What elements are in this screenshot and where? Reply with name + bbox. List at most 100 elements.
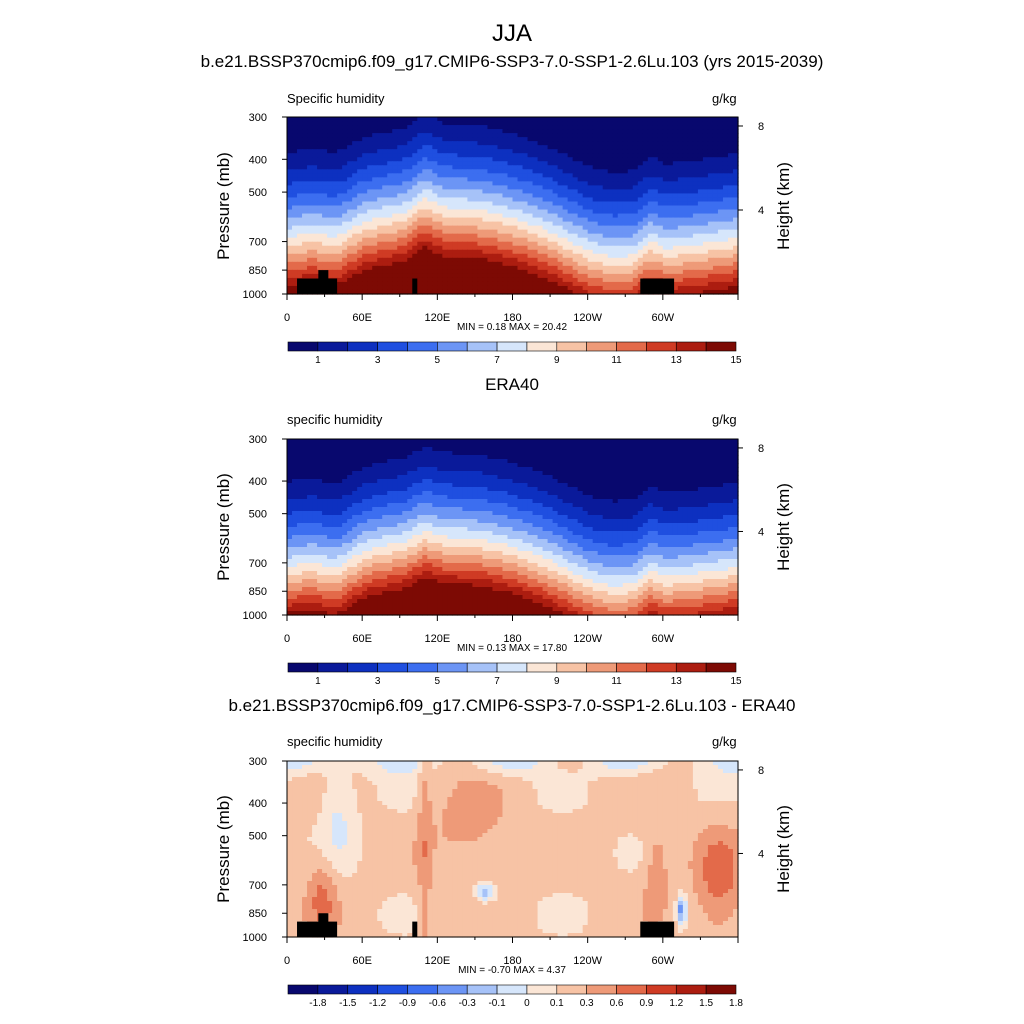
contour-cell bbox=[622, 237, 629, 243]
contour-cell bbox=[382, 129, 388, 134]
contour-cell bbox=[607, 129, 614, 134]
contour-cell bbox=[522, 213, 529, 219]
contour-cell bbox=[567, 265, 574, 271]
contour-cell bbox=[407, 253, 413, 259]
contour-cell bbox=[552, 125, 559, 130]
contour-cell bbox=[652, 225, 659, 231]
contour-cell bbox=[422, 129, 428, 134]
contour-cell bbox=[642, 117, 649, 122]
contour-cell bbox=[567, 165, 574, 170]
contour-cell bbox=[412, 257, 418, 263]
contour-cell bbox=[397, 281, 403, 287]
contour-cell bbox=[647, 245, 654, 251]
contour-cell bbox=[497, 229, 504, 235]
contour-cell bbox=[497, 241, 504, 247]
contour-cell bbox=[652, 281, 659, 287]
contour-cell bbox=[507, 201, 514, 207]
contour-cell bbox=[477, 273, 484, 279]
contour-cell bbox=[377, 467, 383, 472]
contour-cell bbox=[572, 475, 579, 480]
contour-cell bbox=[512, 237, 519, 243]
contour-cell bbox=[562, 141, 569, 146]
contour-cell bbox=[312, 137, 318, 142]
contour-cell bbox=[517, 253, 524, 259]
contour-cell bbox=[417, 443, 423, 448]
contour-cell bbox=[637, 117, 644, 122]
contour-cell bbox=[667, 125, 674, 130]
contour-cell bbox=[537, 213, 544, 219]
contour-cell bbox=[607, 145, 614, 150]
contour-cell bbox=[337, 281, 343, 287]
contour-cell bbox=[702, 149, 709, 154]
contour-cell bbox=[537, 149, 544, 154]
contour-cell bbox=[707, 169, 714, 174]
contour-cell bbox=[517, 447, 524, 452]
contour-cell bbox=[502, 189, 509, 195]
contour-cell bbox=[382, 169, 388, 174]
contour-cell bbox=[327, 229, 333, 235]
contour-cell bbox=[332, 209, 338, 215]
contour-cell bbox=[682, 145, 689, 150]
contour-cell bbox=[422, 447, 428, 452]
contour-cell bbox=[692, 471, 699, 476]
contour-cell bbox=[592, 221, 599, 227]
contour-cell bbox=[537, 273, 544, 279]
contour-cell bbox=[707, 237, 714, 243]
contour-cell bbox=[317, 205, 323, 211]
contour-cell bbox=[407, 257, 413, 263]
contour-cell bbox=[467, 459, 474, 464]
contour-cell bbox=[592, 129, 599, 134]
contour-cell bbox=[387, 253, 393, 259]
contour-cell bbox=[437, 451, 443, 456]
contour-cell bbox=[667, 165, 674, 170]
contour-cell bbox=[677, 229, 684, 235]
contour-cell bbox=[702, 197, 709, 203]
contour-cell bbox=[402, 479, 408, 484]
contour-cell bbox=[617, 149, 624, 154]
contour-cell bbox=[677, 137, 684, 142]
contour-cell bbox=[572, 209, 579, 215]
contour-cell bbox=[292, 475, 298, 480]
contour-cell bbox=[452, 237, 458, 243]
contour-cell bbox=[547, 157, 554, 162]
contour-cell bbox=[372, 149, 378, 154]
contour-cell bbox=[487, 475, 494, 480]
contour-cell bbox=[627, 245, 634, 251]
contour-cell bbox=[552, 177, 559, 182]
contour-cell bbox=[432, 161, 438, 166]
contour-cell bbox=[652, 197, 659, 203]
contour-cell bbox=[352, 197, 358, 203]
contour-cell bbox=[447, 463, 453, 468]
contour-cell bbox=[657, 475, 664, 480]
contour-cell bbox=[587, 233, 594, 239]
contour-cell bbox=[607, 471, 614, 476]
contour-cell bbox=[657, 157, 664, 162]
contour-cell bbox=[497, 221, 504, 227]
contour-cell bbox=[662, 241, 669, 247]
contour-cell bbox=[352, 289, 358, 295]
contour-cell bbox=[517, 229, 524, 235]
contour-cell bbox=[407, 443, 413, 448]
contour-cell bbox=[457, 451, 463, 456]
contour-cell bbox=[597, 161, 604, 166]
contour-cell bbox=[457, 201, 463, 207]
contour-cell bbox=[462, 261, 468, 267]
contour-cell bbox=[662, 229, 669, 235]
contour-cell bbox=[467, 245, 474, 251]
contour-cell bbox=[672, 121, 679, 126]
contour-cell bbox=[602, 439, 609, 444]
contour-cell bbox=[502, 463, 509, 468]
contour-cell bbox=[632, 241, 639, 247]
contour-cell bbox=[407, 169, 413, 174]
contour-cell bbox=[382, 201, 388, 207]
contour-cell bbox=[702, 241, 709, 247]
contour-cell bbox=[512, 201, 519, 207]
contour-cell bbox=[372, 443, 378, 448]
contour-cell bbox=[682, 213, 689, 219]
contour-cell bbox=[297, 439, 303, 444]
contour-cell bbox=[537, 229, 544, 235]
contour-cell bbox=[347, 121, 353, 126]
contour-cell bbox=[697, 451, 704, 456]
contour-cell bbox=[482, 197, 489, 203]
contour-cell bbox=[292, 225, 298, 231]
